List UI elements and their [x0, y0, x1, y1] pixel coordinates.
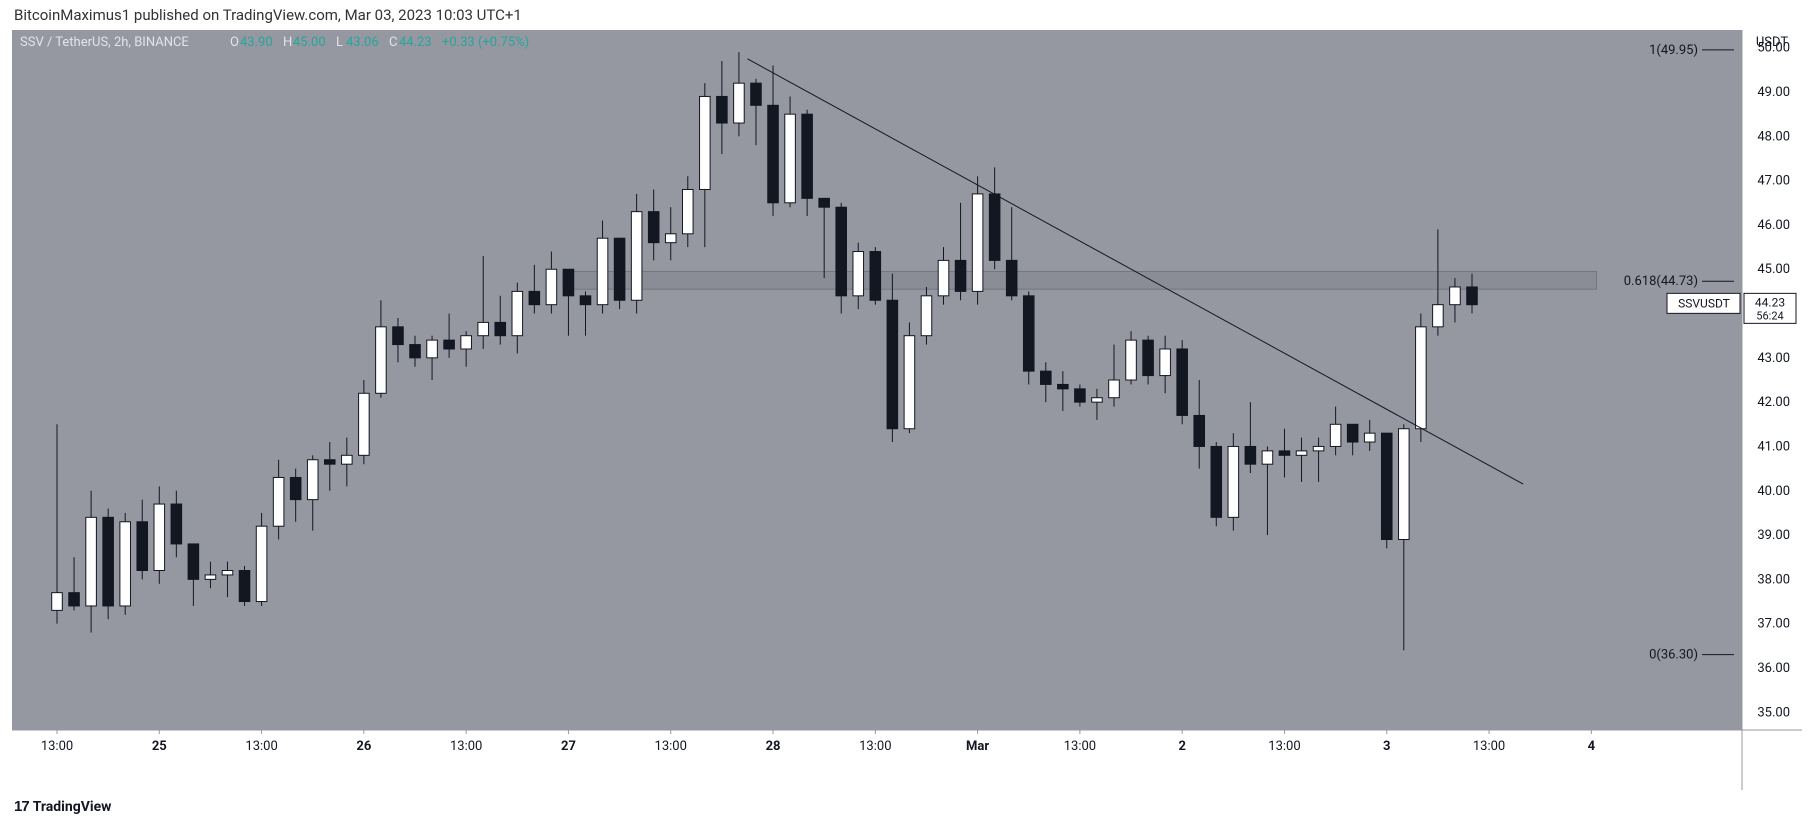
- svg-text:27: 27: [561, 739, 576, 754]
- svg-text:36.00: 36.00: [1757, 661, 1790, 676]
- svg-text:O: O: [230, 35, 239, 50]
- brand-label: TradingView: [33, 799, 112, 815]
- svg-text:35.00: 35.00: [1757, 705, 1790, 720]
- svg-text:25: 25: [152, 739, 167, 754]
- svg-text:43.06: 43.06: [346, 35, 379, 50]
- svg-text:42.00: 42.00: [1757, 395, 1790, 410]
- svg-text:56:24: 56:24: [1756, 309, 1783, 322]
- svg-text:41.00: 41.00: [1757, 439, 1790, 454]
- svg-text:46.00: 46.00: [1757, 218, 1790, 233]
- svg-text:28: 28: [766, 739, 781, 754]
- svg-text:48.00: 48.00: [1757, 129, 1790, 144]
- svg-text:Mar: Mar: [966, 739, 989, 754]
- tv-logo-icon: 17: [14, 798, 29, 815]
- svg-text:13:00: 13:00: [859, 739, 891, 754]
- svg-text:44.23: 44.23: [1755, 295, 1785, 309]
- svg-text:13:00: 13:00: [1268, 739, 1300, 754]
- svg-text:38.00: 38.00: [1757, 572, 1790, 587]
- svg-text:USDT: USDT: [1756, 35, 1789, 50]
- svg-text:45.00: 45.00: [1757, 262, 1790, 277]
- svg-text:+0.33 (+0.75%): +0.33 (+0.75%): [442, 35, 529, 50]
- svg-text:13:00: 13:00: [655, 739, 687, 754]
- svg-text:C: C: [389, 35, 397, 50]
- svg-text:39.00: 39.00: [1757, 528, 1790, 543]
- svg-text:13:00: 13:00: [1473, 739, 1505, 754]
- svg-text:44.23: 44.23: [399, 35, 432, 50]
- svg-text:43.00: 43.00: [1757, 351, 1790, 366]
- svg-text:2: 2: [1178, 739, 1185, 754]
- svg-text:13:00: 13:00: [41, 739, 73, 754]
- svg-text:0(36.30): 0(36.30): [1649, 648, 1698, 663]
- svg-text:47.00: 47.00: [1757, 174, 1790, 189]
- svg-text:37.00: 37.00: [1757, 617, 1790, 632]
- publish-info: BitcoinMaximus1 published on TradingView…: [14, 6, 522, 24]
- svg-text:SSV / TetherUS, 2h, BINANCE: SSV / TetherUS, 2h, BINANCE: [20, 35, 189, 50]
- svg-text:4: 4: [1588, 739, 1596, 754]
- svg-text:13:00: 13:00: [245, 739, 277, 754]
- svg-text:49.00: 49.00: [1757, 85, 1790, 100]
- svg-text:L: L: [336, 35, 343, 50]
- svg-text:3: 3: [1383, 739, 1390, 754]
- svg-text:13:00: 13:00: [450, 739, 482, 754]
- svg-text:0.618(44.73): 0.618(44.73): [1624, 274, 1698, 289]
- svg-text:45.00: 45.00: [293, 35, 326, 50]
- svg-text:26: 26: [356, 739, 371, 754]
- svg-text:40.00: 40.00: [1757, 484, 1790, 499]
- svg-text:1(49.95): 1(49.95): [1649, 43, 1698, 58]
- tradingview-logo: 17 TradingView: [14, 798, 111, 815]
- svg-text:43.90: 43.90: [240, 35, 273, 50]
- svg-text:SSVUSDT: SSVUSDT: [1678, 296, 1730, 310]
- svg-text:H: H: [283, 35, 292, 50]
- svg-text:13:00: 13:00: [1064, 739, 1096, 754]
- chart-svg: 35.00 36.00 37.00 38.00 39.00 40.00 41.00 42.00…: [12, 30, 1802, 790]
- chart-container[interactable]: 35.00 36.00 37.00 38.00 39.00 40.00 41.00 42.00…: [12, 30, 1802, 790]
